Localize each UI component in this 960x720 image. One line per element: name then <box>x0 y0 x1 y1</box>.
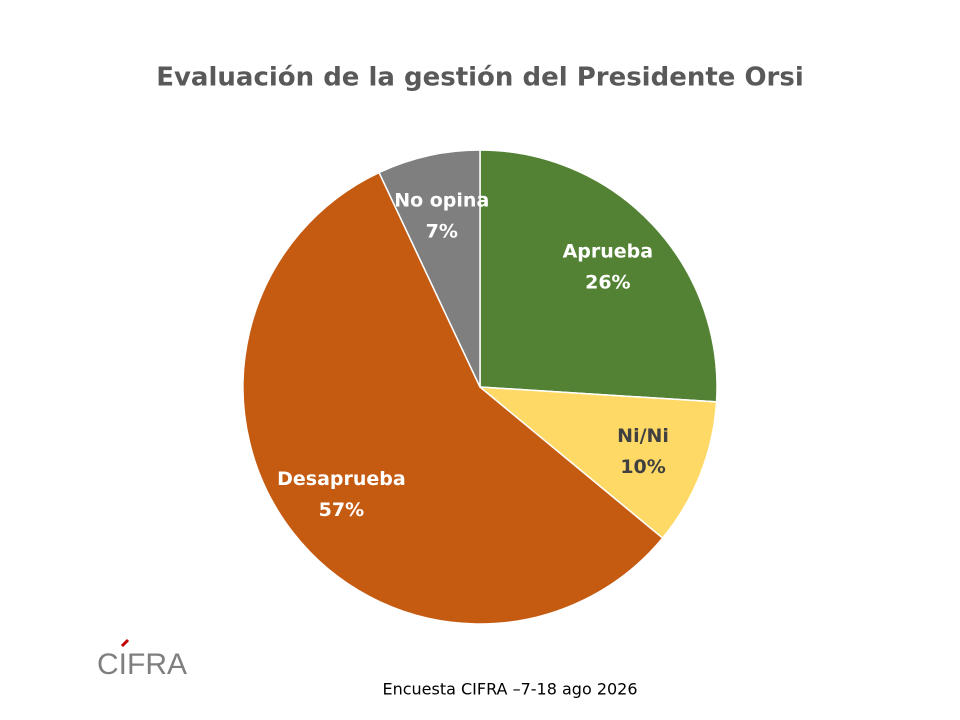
slice-label: No opina <box>394 189 489 211</box>
value-label: 57% <box>319 499 364 521</box>
slice-label: Ni/Ni <box>617 425 669 447</box>
value-label: 10% <box>620 456 665 478</box>
pie-slice <box>242 171 664 625</box>
slice-label: Aprueba <box>563 240 654 262</box>
pie-slice <box>378 149 481 388</box>
logo-accent <box>120 638 130 648</box>
slice-label: Desaprueba <box>277 468 406 490</box>
pie-slice <box>479 149 718 403</box>
pie-slice <box>477 386 718 540</box>
logo-text: CIFRA <box>97 648 187 681</box>
value-label: 26% <box>585 271 630 293</box>
value-label: 7% <box>426 220 458 242</box>
logo: CIFRA <box>97 638 187 681</box>
source-note: Encuesta CIFRA –7-18 ago 2026 <box>382 680 637 699</box>
chart-title: Evaluación de la gestión del Presidente … <box>156 63 804 93</box>
